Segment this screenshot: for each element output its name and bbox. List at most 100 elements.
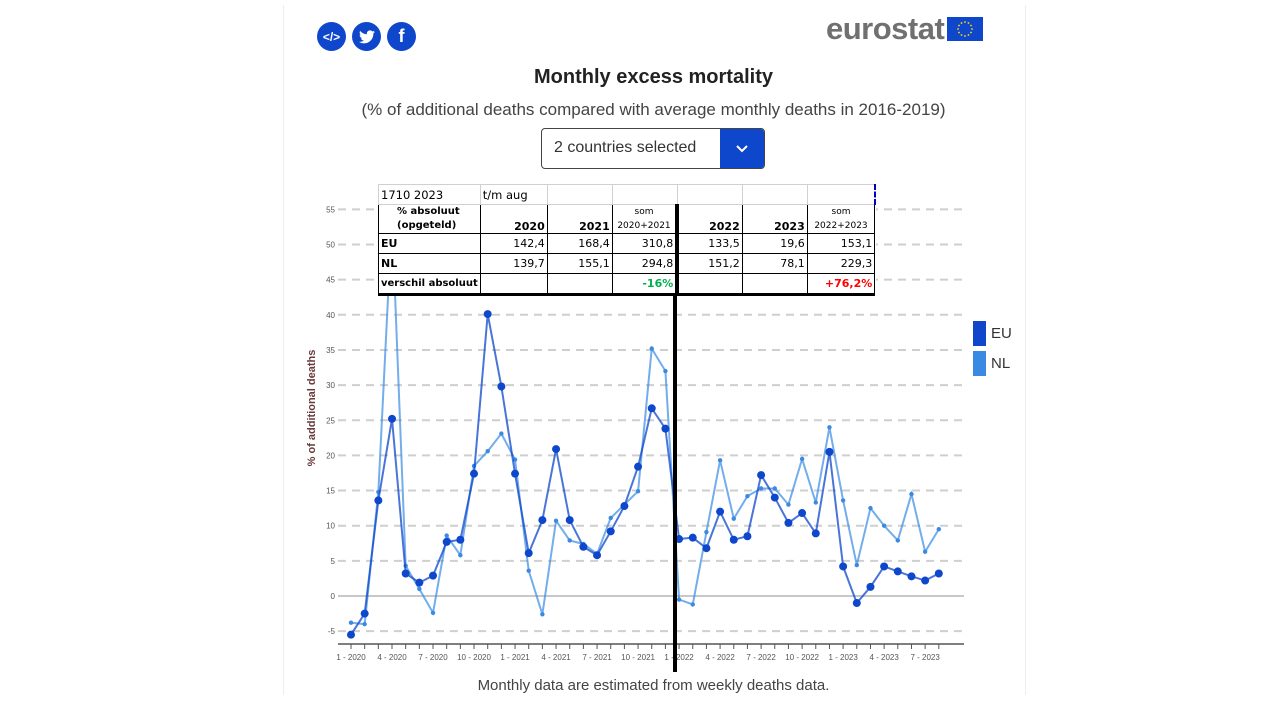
table-cell <box>741 184 808 205</box>
table-header-row: % absoluut (opgeteld) 2020 2021 som 2020… <box>378 204 876 234</box>
data-point-eu <box>866 582 875 591</box>
table-cell: 142,4 <box>479 233 548 254</box>
data-point-eu <box>552 445 561 454</box>
table-cell: 19,6 <box>741 233 808 254</box>
table-cell: 168,4 <box>546 233 613 254</box>
y-tick-label: 40 <box>326 311 335 320</box>
table-cell: 155,1 <box>546 253 613 274</box>
data-point-nl <box>348 620 354 625</box>
x-tick-label: 1 - 2021 <box>500 653 530 662</box>
data-point-eu <box>442 537 451 546</box>
x-tick-label: 10 - 2021 <box>621 653 655 662</box>
country-select-dropdown[interactable]: 2 countries selected <box>541 128 765 169</box>
twitter-share-button[interactable] <box>352 22 381 51</box>
data-point-nl <box>485 448 490 454</box>
x-tick-label: 1 - 2023 <box>828 653 858 662</box>
data-point-nl <box>854 562 859 568</box>
data-point-eu <box>770 493 779 502</box>
data-point-nl <box>936 527 942 532</box>
chart-subtitle: (% of additional deaths compared with av… <box>361 100 946 119</box>
series-group <box>347 214 943 639</box>
table-cell: 139,7 <box>479 253 548 274</box>
data-point-eu <box>661 424 670 433</box>
x-tick-label: 10 - 2020 <box>457 653 491 662</box>
table-cell: 1710 2023 <box>378 184 481 205</box>
data-point-eu <box>497 382 506 391</box>
data-point-nl <box>922 549 928 554</box>
chevron-down-icon <box>736 144 748 152</box>
x-tick-label: 7 - 2021 <box>582 653 612 662</box>
data-point-nl <box>868 505 873 511</box>
chart-panel <box>283 5 1026 695</box>
data-point-eu <box>839 562 848 571</box>
y-tick-label: 50 <box>326 241 335 250</box>
data-point-nl <box>772 486 777 491</box>
data-point-eu <box>852 599 861 608</box>
x-tick-label: 10 - 2022 <box>785 653 819 662</box>
data-point-eu <box>470 469 479 478</box>
legend-item-nl[interactable]: NL <box>973 348 1012 378</box>
data-point-nl <box>731 516 736 521</box>
data-point-nl <box>786 502 791 507</box>
data-point-eu <box>907 572 916 581</box>
table-row-nl: NL 139,7 155,1 294,8 151,2 78,1 229,3 <box>378 253 876 274</box>
summary-table: 1710 2023 t/m aug % absoluut (opgeteld) … <box>378 184 876 296</box>
legend: EU NL <box>973 318 1012 378</box>
x-tick-label: 4 - 2022 <box>705 653 735 662</box>
y-tick-label: 0 <box>331 592 336 601</box>
data-point-nl <box>458 553 463 558</box>
data-point-nl <box>909 491 914 497</box>
x-tick-label: 4 - 2020 <box>377 653 407 662</box>
series-line-eu <box>350 313 940 636</box>
data-point-eu <box>880 562 889 571</box>
logo-text: eurostat <box>826 11 945 46</box>
table-cell <box>546 184 613 205</box>
table-cell <box>676 273 743 295</box>
table-cell: 310,8 <box>611 233 680 254</box>
embed-button[interactable]: </> <box>317 22 346 51</box>
y-tick-label: 15 <box>326 487 335 496</box>
y-tick-label: 5 <box>331 557 336 566</box>
legend-item-eu[interactable]: EU <box>973 318 1012 348</box>
data-point-eu <box>415 578 424 587</box>
data-point-eu <box>893 567 902 576</box>
twitter-icon <box>358 29 375 43</box>
data-point-eu <box>593 551 602 560</box>
facebook-share-button[interactable]: f <box>387 22 416 51</box>
table-cell <box>546 273 613 295</box>
y-tick-label: 35 <box>326 346 335 355</box>
table-cell: 153,1 <box>806 233 876 254</box>
row-label: verschil absoluut <box>378 273 481 295</box>
table-cell: 133,5 <box>676 233 743 254</box>
data-point-nl <box>635 489 641 494</box>
data-point-eu <box>456 535 465 544</box>
data-point-eu <box>647 404 656 413</box>
y-tick-label: 10 <box>326 522 335 531</box>
x-axis: 1 - 2020 4 - 2020 7 - 2020 10 - 2020 1 - 202… <box>336 643 964 662</box>
eu-flag-icon <box>947 17 984 41</box>
data-point-nl <box>362 621 367 627</box>
data-point-eu <box>620 502 629 511</box>
data-point-eu <box>921 576 930 585</box>
data-point-nl <box>813 500 818 505</box>
dropdown-toggle-button[interactable] <box>720 129 764 168</box>
table-cell: t/m aug <box>479 184 548 205</box>
data-point-eu <box>757 471 766 480</box>
x-tick-label: 7 - 2020 <box>418 653 448 662</box>
y-tick-label: -5 <box>328 627 336 636</box>
header-2020: 2020 <box>479 204 548 234</box>
data-point-eu <box>811 529 820 538</box>
header-som-line2: 2020+2021 <box>617 221 671 231</box>
table-top-row: 1710 2023 t/m aug <box>378 184 876 205</box>
header-label: % absoluut (opgeteld) <box>378 204 481 234</box>
data-point-nl <box>553 518 559 523</box>
table-cell <box>479 273 548 295</box>
data-point-nl <box>758 486 764 491</box>
x-tick-label: 4 - 2021 <box>541 653 571 662</box>
table-cell: 229,3 <box>806 253 876 274</box>
header-som-line1: som <box>634 207 654 217</box>
chart-title: Monthly excess mortality <box>534 66 773 88</box>
data-point-nl <box>799 456 805 462</box>
data-point-eu <box>729 535 738 544</box>
